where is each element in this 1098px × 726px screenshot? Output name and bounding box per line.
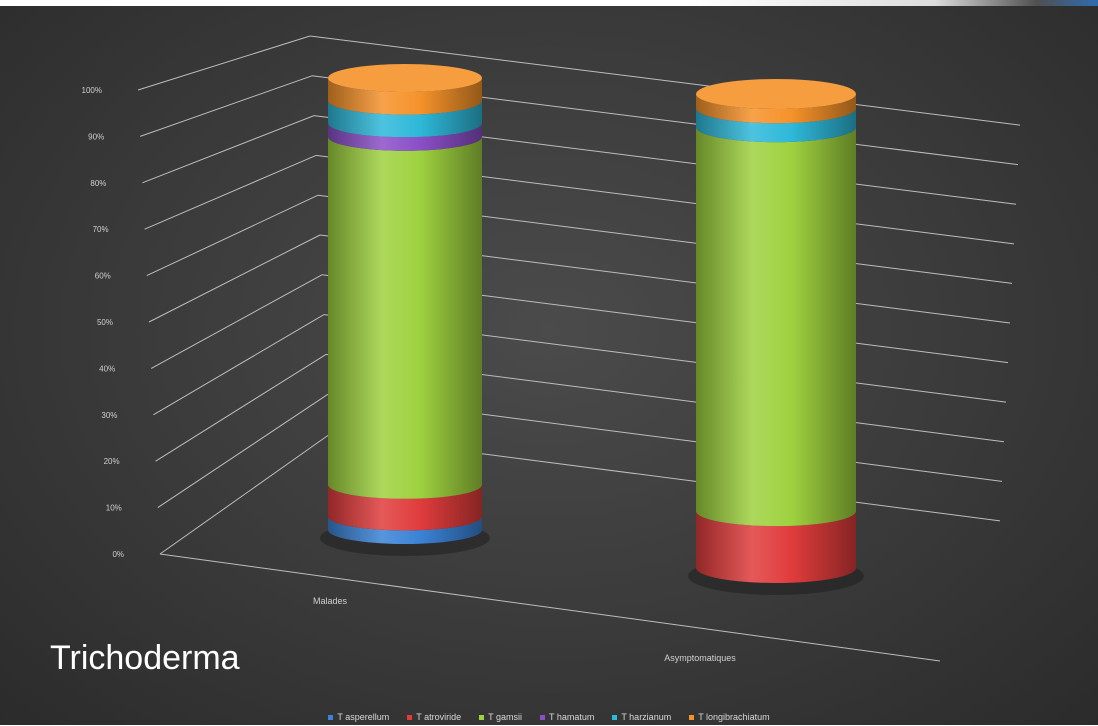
legend-item: T harzianum [612, 712, 671, 722]
stacked-cylinder-chart: 0% 10% 20% 30% 40% 50% 60% 70% 80% 90% 100% Malades… [82, 35, 1021, 663]
y-tick-label: 80% [90, 179, 106, 188]
cylinder-segment [696, 108, 856, 143]
legend-label: T harzianum [621, 712, 672, 722]
cylinder-segment [328, 484, 482, 531]
gridline-side [142, 115, 315, 184]
gridline-side [146, 194, 319, 277]
y-tick-label: 10% [106, 504, 122, 513]
category-label: Malades [313, 596, 348, 606]
legend-label: T hamatum [548, 712, 595, 722]
legend-item: T gamsii [479, 712, 522, 722]
cylinder-top [328, 64, 482, 92]
y-tick-label: 70% [93, 225, 109, 234]
legend-label: T longibrachiatum [698, 712, 770, 722]
cylinder-segment [696, 94, 856, 124]
legend-item: T asperellum [328, 712, 389, 722]
cylinder-segment [328, 136, 482, 499]
gridline-back [309, 35, 1021, 126]
legend-swatch [539, 714, 545, 720]
y-tick-label: 100% [82, 86, 102, 95]
cylinder-segment [696, 511, 856, 583]
legend-item: T longibrachiatum [689, 712, 770, 722]
cylinder-segment [328, 78, 482, 115]
y-tick-label: 30% [101, 411, 117, 420]
legend-swatch [689, 714, 695, 720]
slide-title: Trichoderma [50, 639, 240, 677]
gridline-side [159, 433, 331, 555]
legend-label: T gamsii [488, 712, 522, 722]
cylinder-segment [696, 127, 856, 527]
chart-area: 0% 10% 20% 30% 40% 50% 60% 70% 80% 90% 100% Malades… [0, 6, 1098, 725]
legend-swatch [479, 714, 485, 720]
legend-swatch [407, 714, 413, 720]
y-tick-label: 40% [99, 364, 115, 373]
legend-label: T atroviride [416, 712, 462, 722]
y-tick-label: 0% [112, 550, 124, 559]
cylinder-top [696, 79, 856, 109]
legend-swatch [328, 714, 334, 720]
legend-label: T asperellum [337, 712, 390, 722]
gridline-side [155, 353, 327, 462]
y-tick-label: 60% [95, 272, 111, 281]
gridline-side [140, 75, 313, 137]
chart-legend: T asperellum T atroviride T gamsii T hamatu… [0, 708, 1098, 726]
gridline-side [137, 35, 311, 91]
floor-edge [159, 553, 941, 662]
legend-item: T atroviride [407, 712, 461, 722]
category-label: Asymptomatiques [664, 653, 736, 663]
cylinder-segment [328, 100, 482, 138]
gridline-side [150, 274, 323, 369]
cylinder-segment [328, 123, 482, 151]
gridline-side [153, 314, 325, 416]
legend-swatch [612, 714, 618, 720]
y-tick-label: 20% [104, 457, 120, 466]
gridline-side [144, 154, 317, 230]
y-tick-label: 90% [88, 132, 104, 141]
gridline-side [148, 234, 321, 323]
gridline-side [157, 393, 329, 509]
y-tick-label: 50% [97, 318, 113, 327]
legend-item: T hamatum [539, 712, 595, 722]
cylinder-segment [328, 516, 482, 544]
